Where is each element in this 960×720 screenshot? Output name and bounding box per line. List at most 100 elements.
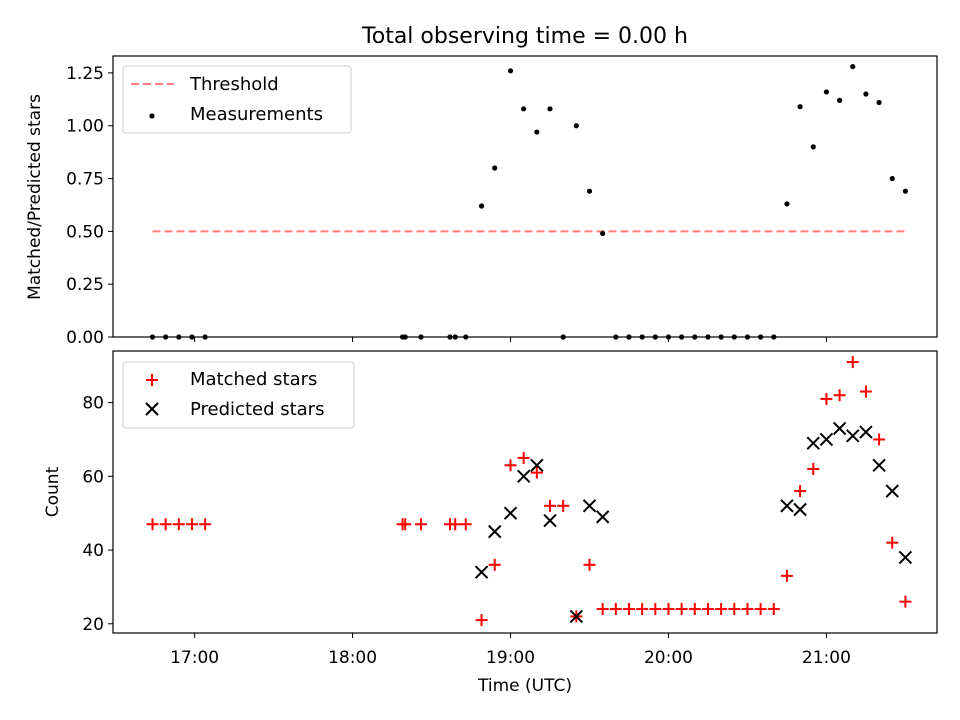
chart-title: Total observing time = 0.00 h	[361, 24, 688, 49]
matched-star-point	[688, 603, 701, 616]
top-y-tick-label: 0.00	[66, 328, 104, 348]
predicted-star-stroke-b	[806, 436, 820, 450]
predicted-star-stroke-b	[503, 506, 518, 520]
predicted-star-stroke-b	[819, 432, 834, 447]
measurement-point	[534, 129, 540, 135]
top-axes-frame	[112, 55, 938, 338]
matched-star-point	[859, 385, 872, 398]
matched-star-point	[488, 558, 501, 571]
measurement-point	[586, 188, 593, 194]
matched-star-point	[780, 569, 793, 582]
top-y-tick-label: 0.25	[66, 275, 104, 295]
top-y-tick-label: 1.25	[66, 64, 104, 84]
bottom-y-tick-label: 40	[82, 541, 104, 561]
x-axis-label: Time (UTC)	[477, 676, 572, 696]
matched-star-point	[715, 603, 728, 616]
predicted-star-point	[488, 524, 502, 539]
bottom-legend-box	[122, 361, 355, 429]
measurement-point	[478, 203, 485, 209]
matched-legend-swatch	[146, 374, 158, 386]
predicted-star-stroke-b	[530, 458, 544, 472]
predicted-star-point	[806, 436, 820, 450]
measurement-point	[784, 201, 790, 207]
predicted-star-point	[595, 510, 610, 524]
top-panel: 0.00 0.25 0.50 0.75 1.00 1.25 Matched/Predict…	[25, 55, 938, 348]
matched-star-point	[609, 603, 622, 616]
predicted-star-point	[503, 506, 518, 520]
predicted-star-stroke-b	[780, 499, 794, 513]
matched-star-point	[873, 433, 886, 446]
matched-star-point	[649, 603, 662, 616]
matched-star-point	[475, 614, 488, 627]
matched-star-point	[820, 392, 833, 405]
measurement-point	[836, 97, 843, 103]
matched-star-point	[199, 518, 212, 531]
predicted-star-stroke-b	[543, 513, 557, 528]
measurement-point	[810, 144, 816, 150]
matched-star-point	[557, 499, 570, 512]
bottom-x-tick-label: 19:00	[486, 648, 535, 668]
bottom-y-tick-label: 20	[82, 615, 104, 635]
bottom-y-tick-label: 80	[82, 394, 104, 414]
matched-star-point	[675, 603, 688, 616]
bottom-y-axis-label: Count	[43, 466, 63, 517]
predicted-star-stroke-b	[793, 502, 807, 517]
matched-legend-label: Matched stars	[190, 369, 317, 390]
predicted-legend-label: Predicted stars	[190, 399, 324, 420]
predicted-star-point	[516, 469, 531, 484]
predicted-star-point	[819, 432, 834, 447]
predicted-star-point	[780, 499, 794, 513]
matched-star-point	[172, 518, 185, 531]
matched-star-point	[754, 603, 767, 616]
matched-star-point	[846, 356, 859, 369]
predicted-star-stroke-b	[488, 524, 502, 539]
measurement-point	[863, 91, 869, 97]
matched-star-point	[530, 466, 543, 479]
predicted-star-stroke-b	[898, 550, 913, 565]
predicted-star-point	[872, 458, 886, 472]
matched-star-point	[636, 603, 649, 616]
predicted-star-point	[582, 499, 597, 513]
matched-star-point	[728, 603, 741, 616]
measurement-point	[902, 188, 909, 194]
predicted-star-stroke-b	[582, 499, 597, 513]
predicted-star-stroke-b	[859, 425, 873, 439]
bottom-axes-frame	[112, 350, 938, 634]
bottom-y-tick-label: 60	[82, 467, 104, 487]
predicted-star-stroke-b	[885, 484, 899, 498]
top-y-tick-label: 0.75	[66, 170, 104, 190]
measurement-point	[889, 175, 895, 182]
measurement-point	[547, 106, 553, 112]
matched-star-point	[833, 389, 846, 402]
predicted-star-point	[859, 425, 873, 439]
predicted-star-point	[474, 565, 489, 579]
measurement-point	[876, 99, 882, 106]
predicted-star-stroke-b	[595, 510, 610, 524]
measurement-point	[492, 165, 498, 171]
predicted-star-point	[530, 458, 544, 472]
top-legend: Threshold Measurements	[122, 65, 352, 134]
measurement-point	[521, 106, 527, 112]
predicted-star-point	[885, 484, 899, 498]
predicted-star-stroke-b	[832, 421, 847, 436]
matched-star-point	[899, 595, 912, 608]
matched-star-point	[159, 518, 172, 531]
predicted-star-stroke-b	[474, 565, 489, 579]
bottom-x-tick-label: 21:00	[802, 648, 851, 668]
matched-star-point	[701, 603, 714, 616]
bottom-legend: Matched stars Predicted stars	[122, 361, 355, 429]
matched-star-point	[741, 603, 754, 616]
matched-star-point	[517, 451, 530, 464]
predicted-star-stroke-b	[846, 429, 860, 443]
matched-star-point	[185, 518, 198, 531]
predicted-star-stroke-b	[516, 469, 531, 484]
bottom-axis-ticks: 20 40 60 80 17:00 18:00 19:00 20:00 21:00	[82, 394, 851, 668]
predicted-star-point	[569, 609, 584, 624]
predicted-star-point	[793, 502, 807, 517]
threshold-legend-label: Threshold	[189, 74, 279, 95]
predicted-star-point	[898, 550, 913, 565]
bottom-x-tick-label: 20:00	[644, 648, 693, 668]
matched-star-point	[794, 485, 807, 498]
predicted-star-point	[543, 513, 557, 528]
